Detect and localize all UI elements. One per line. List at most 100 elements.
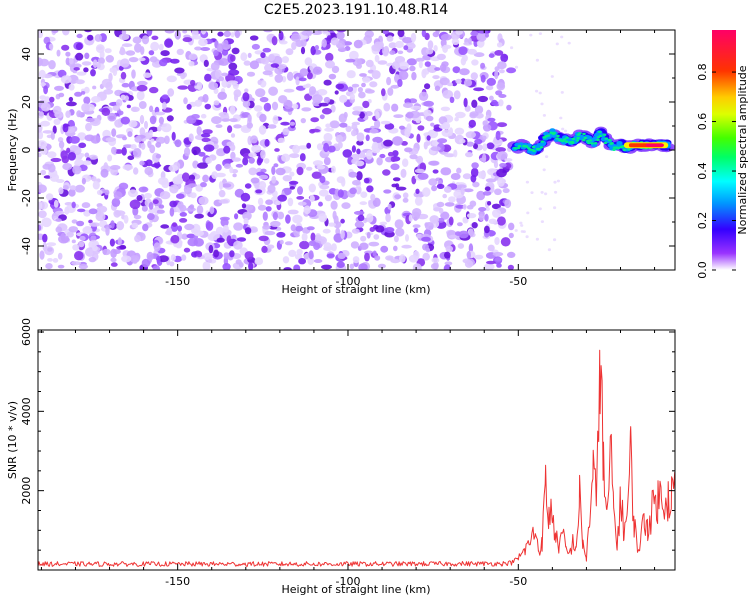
noise-blob bbox=[443, 186, 452, 193]
noise-blob bbox=[216, 237, 225, 243]
noise-blob bbox=[205, 157, 213, 164]
noise-blob bbox=[167, 88, 175, 97]
noise-blob bbox=[261, 245, 268, 253]
noise-blob bbox=[285, 48, 294, 56]
noise-blob bbox=[71, 201, 76, 209]
noise-blob bbox=[161, 180, 170, 189]
signal-blob bbox=[588, 139, 593, 142]
noise-blob bbox=[381, 88, 386, 97]
noise-blob bbox=[282, 175, 292, 182]
noise-blob bbox=[164, 135, 170, 145]
noise-blob bbox=[402, 192, 409, 199]
noise-blob bbox=[356, 171, 363, 181]
signal-blob bbox=[555, 137, 559, 140]
noise-blob bbox=[188, 61, 195, 67]
noise-blob bbox=[110, 257, 117, 263]
spectrogram-xlabel: Height of straight line (km) bbox=[281, 283, 430, 296]
noise-blob bbox=[323, 79, 332, 86]
noise-blob bbox=[380, 245, 389, 253]
noise-blob bbox=[403, 102, 413, 108]
noise-blob bbox=[438, 207, 444, 214]
noise-blob bbox=[78, 241, 85, 248]
noise-blob bbox=[272, 211, 278, 221]
noise-blob bbox=[113, 209, 121, 218]
noise-blob bbox=[152, 265, 160, 270]
noise-blob bbox=[243, 217, 249, 225]
noise-blob bbox=[444, 261, 453, 266]
noise-blob bbox=[38, 224, 42, 231]
noise-blob bbox=[183, 247, 191, 253]
spectrogram-ylabel: Frequency (Hz) bbox=[6, 109, 19, 192]
noise-blob bbox=[399, 254, 406, 263]
noise-blob bbox=[196, 205, 204, 215]
x-tick-label: -150 bbox=[165, 575, 190, 588]
noise-blob bbox=[241, 126, 249, 131]
noise-blob bbox=[170, 254, 176, 262]
noise-blob bbox=[445, 245, 454, 252]
noise-blob bbox=[456, 184, 467, 189]
noise-blob bbox=[211, 116, 222, 125]
noise-blob bbox=[471, 162, 479, 169]
noise-blob bbox=[307, 257, 315, 265]
noise-blob bbox=[223, 39, 229, 48]
noise-blob bbox=[52, 125, 57, 134]
noise-blob bbox=[73, 67, 80, 71]
noise-blob bbox=[354, 221, 365, 228]
noise-blob bbox=[72, 244, 80, 251]
noise-blob bbox=[285, 214, 291, 224]
noise-blob bbox=[150, 41, 160, 52]
noise-blob bbox=[392, 150, 399, 157]
noise-blob bbox=[470, 174, 477, 183]
noise-blob bbox=[85, 117, 95, 123]
noise-blob bbox=[90, 235, 97, 241]
noise-blob bbox=[244, 227, 252, 235]
noise-blob bbox=[55, 218, 62, 222]
noise-blob bbox=[43, 85, 48, 95]
noise-blob bbox=[128, 57, 139, 63]
noise-blob bbox=[296, 166, 304, 176]
noise-blob bbox=[432, 169, 439, 174]
noise-blob bbox=[202, 174, 210, 183]
noise-blob bbox=[100, 168, 109, 178]
noise-blob bbox=[540, 220, 545, 224]
noise-blob bbox=[411, 71, 417, 81]
noise-blob bbox=[138, 57, 146, 62]
noise-blob bbox=[236, 237, 247, 242]
noise-blob bbox=[496, 122, 508, 128]
noise-blob bbox=[68, 83, 75, 91]
noise-blob bbox=[529, 33, 533, 37]
noise-blob bbox=[50, 157, 62, 163]
noise-blob bbox=[115, 99, 123, 107]
colorbar-tick-label: 0.4 bbox=[696, 162, 709, 180]
noise-blob bbox=[120, 58, 130, 68]
noise-blob bbox=[263, 158, 270, 164]
noise-blob bbox=[297, 145, 309, 150]
signal-blob bbox=[603, 141, 608, 145]
noise-blob bbox=[318, 102, 329, 107]
noise-blob bbox=[63, 185, 69, 190]
noise-blob bbox=[102, 248, 111, 256]
noise-blob bbox=[46, 242, 57, 247]
noise-blob bbox=[144, 120, 148, 130]
noise-blob bbox=[560, 35, 564, 39]
noise-blob bbox=[392, 136, 403, 146]
noise-blob bbox=[469, 111, 479, 117]
noise-blob bbox=[276, 231, 286, 238]
noise-blob bbox=[221, 72, 229, 77]
noise-blob bbox=[302, 84, 309, 89]
noise-blob bbox=[150, 138, 155, 143]
noise-blob bbox=[411, 211, 420, 221]
noise-blob bbox=[38, 201, 49, 210]
noise-blob bbox=[213, 249, 220, 258]
noise-blob bbox=[326, 253, 335, 258]
noise-blob bbox=[555, 42, 559, 46]
snr-background bbox=[38, 330, 675, 570]
noise-blob bbox=[182, 37, 193, 43]
noise-blob bbox=[75, 42, 83, 51]
noise-blob bbox=[272, 115, 279, 125]
noise-blob bbox=[401, 244, 412, 249]
noise-blob bbox=[83, 86, 90, 94]
noise-blob bbox=[318, 201, 323, 207]
noise-blob bbox=[487, 201, 492, 206]
noise-blob bbox=[480, 74, 486, 83]
